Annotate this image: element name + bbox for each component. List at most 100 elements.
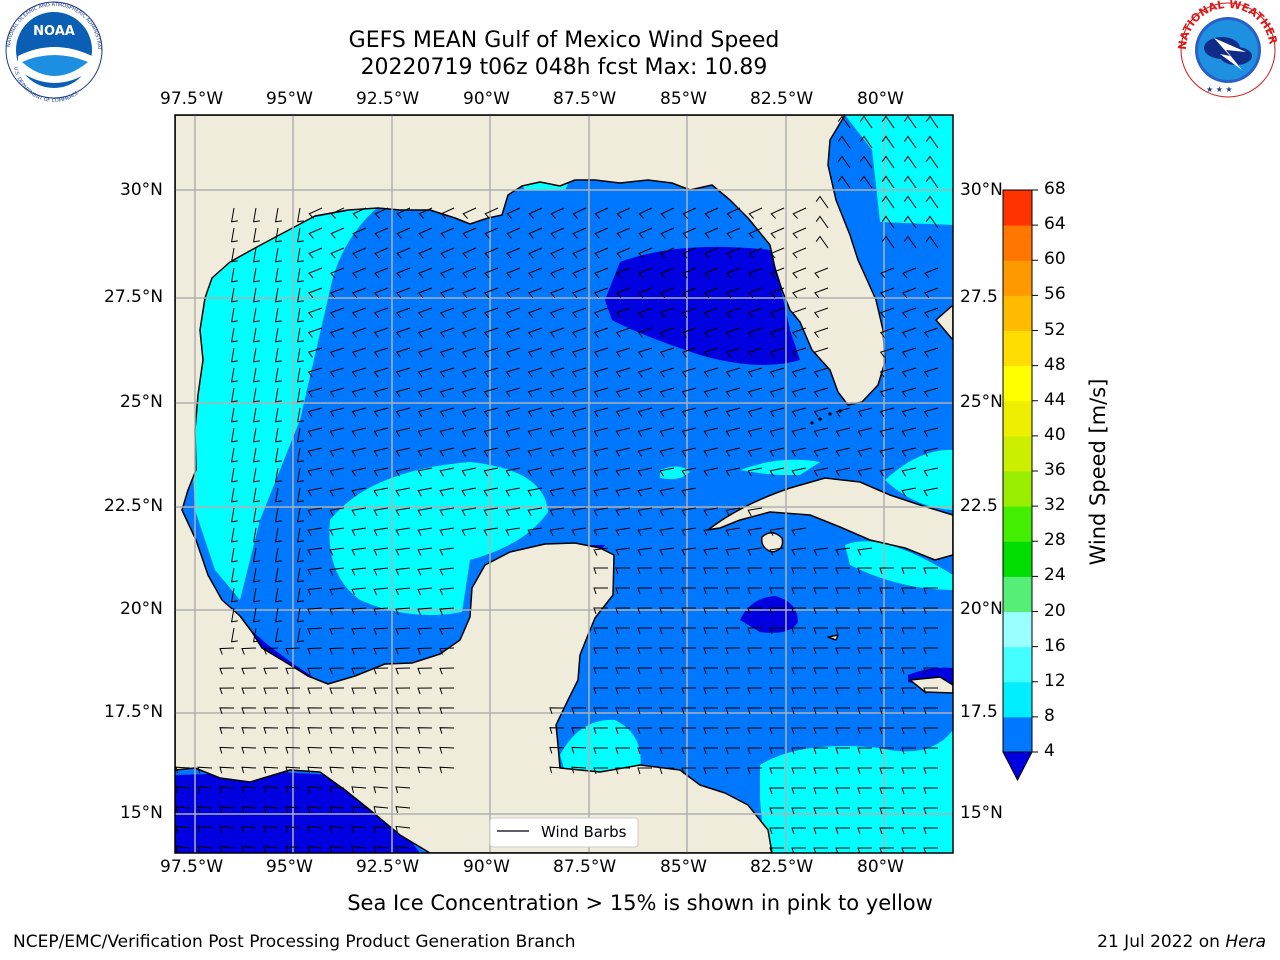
wind-barb [726, 287, 741, 299]
wind-barb [857, 607, 872, 615]
colorbar-tick-label: 60 [1044, 249, 1066, 270]
colorbar-tick-label: 24 [1044, 565, 1066, 586]
wind-barb [219, 766, 235, 774]
wind-barb [351, 667, 367, 675]
wind-barb [307, 667, 323, 675]
wind-barb [263, 825, 279, 833]
wind-barb [769, 427, 785, 437]
wind-barb [549, 467, 565, 477]
wind-barb [505, 387, 521, 398]
wind-barb [791, 627, 806, 635]
wind-barb [615, 627, 630, 635]
wind-barb [329, 307, 345, 319]
wind-barb [637, 347, 653, 358]
wind-barb [483, 367, 499, 378]
wind-barb [923, 747, 938, 755]
wind-barb [859, 175, 873, 189]
wind-barb [484, 287, 499, 299]
wind-barb [230, 327, 238, 343]
wind-barb [571, 766, 587, 774]
wind-barb [285, 707, 301, 715]
wind-barb [550, 247, 565, 259]
wind-barb [923, 627, 938, 635]
wind-barb [725, 647, 740, 655]
wind-barb [549, 367, 565, 378]
wind-barb [439, 367, 455, 378]
wind-barb [769, 827, 784, 835]
wind-barb [703, 607, 718, 615]
wind-barb [285, 786, 301, 794]
wind-barb [351, 567, 367, 576]
wind-barb [274, 607, 282, 623]
wind-barb [571, 307, 587, 319]
colorbar-segment [1003, 681, 1032, 718]
wind-barb [681, 647, 696, 655]
wind-barb [593, 707, 608, 715]
wind-barb [879, 767, 894, 775]
wind-barb [274, 327, 282, 343]
wind-barb [638, 287, 653, 299]
wind-barb [483, 447, 499, 457]
wind-barb [351, 427, 367, 437]
wind-barb [681, 627, 696, 635]
wind-barb [549, 487, 565, 497]
wind-barb [571, 387, 587, 398]
wind-barb [374, 267, 389, 279]
wind-barb [857, 447, 873, 457]
wind-barb [615, 527, 631, 536]
wind-barb [528, 267, 543, 279]
wind-barb [747, 687, 762, 695]
wind-barb [417, 746, 433, 754]
wind-barb [483, 347, 499, 358]
wind-barb [901, 407, 917, 418]
wind-barb [879, 787, 894, 795]
wind-barb [418, 227, 433, 239]
wind-barb [747, 647, 762, 655]
wind-barb [901, 627, 916, 635]
wind-barb [637, 507, 653, 517]
wind-barb [593, 307, 609, 319]
wind-barb [615, 687, 630, 695]
wind-barb [373, 647, 389, 655]
colorbar-tick-label: 36 [1044, 460, 1066, 480]
wind-barb [527, 367, 543, 378]
wind-barb [296, 567, 304, 583]
wind-barb [901, 647, 916, 655]
wind-barb [274, 407, 282, 423]
wind-barb [461, 407, 477, 418]
wind-barb [571, 507, 587, 517]
wind-barb [770, 207, 785, 219]
wind-barb [593, 467, 609, 477]
wind-barb [307, 845, 323, 853]
wind-barb [791, 667, 806, 675]
map-area [175, 115, 953, 853]
wind-barb [615, 427, 631, 437]
wind-barb [923, 447, 939, 457]
wind-barb [439, 547, 455, 556]
wind-barb [417, 367, 433, 378]
wind-barb [616, 287, 631, 299]
wind-barb [307, 746, 323, 754]
wind-barb [351, 627, 367, 635]
wind-barb [681, 507, 697, 517]
colorbar [1002, 189, 1038, 782]
wind-barb [703, 687, 718, 695]
wind-barb [659, 347, 675, 358]
wind-barb [769, 707, 784, 715]
wind-barb [637, 467, 653, 477]
wind-barb [571, 367, 587, 378]
wind-barb [770, 287, 785, 299]
wind-barb [395, 387, 411, 398]
wind-barb [748, 267, 763, 279]
wind-barb [285, 825, 301, 833]
wind-barb [230, 567, 238, 583]
wind-barb [769, 527, 785, 536]
lon-label-bottom: 85°W [660, 857, 707, 877]
wind-barb [593, 447, 609, 457]
wind-barb [549, 746, 565, 754]
wind-barb [703, 747, 718, 755]
wind-barb [616, 227, 631, 239]
wind-barb [418, 287, 433, 299]
wind-barb [329, 487, 345, 497]
